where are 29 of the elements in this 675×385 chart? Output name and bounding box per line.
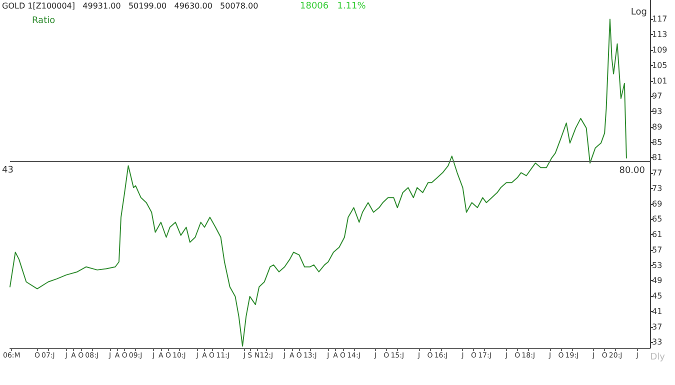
y-tick-label: 69 [652, 199, 662, 208]
annotation: 43 [2, 166, 14, 176]
y-tick-label: 113 [652, 30, 668, 40]
y-tick-label: 109 [652, 45, 668, 54]
y-tick-label: 85 [652, 138, 662, 147]
y-tick-label: 77 [652, 168, 662, 178]
annotation: Log [630, 8, 648, 18]
y-tick-label: 41 [652, 306, 662, 316]
y-tick-label: 117 [652, 14, 668, 24]
y-tick-label: 89 [652, 122, 662, 132]
y-tick-label: 97 [652, 92, 662, 101]
y-tick-label: 37 [652, 322, 662, 332]
y-tick-label: 81 [652, 153, 662, 162]
text: Ratio [32, 16, 56, 26]
annotation: 18006 1.11% [300, 2, 366, 12]
chart-title: GOLD 1[Z100004] 49931.00 50199.00 49630.00 50078.00 [2, 2, 258, 10]
y-tick-label: 73 [652, 184, 662, 193]
y-tick-label: 53 [652, 260, 662, 270]
y-tick-label: 101 [652, 76, 668, 86]
y-tick-label: 61 [652, 230, 662, 240]
ref-line-label: 80.00 [619, 166, 646, 176]
y-tick-label: 65 [652, 214, 662, 224]
y-tick-label: 105 [652, 60, 668, 70]
y-tick-label: 93 [652, 107, 662, 116]
y-tick-label: 33 [652, 338, 662, 347]
y-tick-label: 57 [652, 245, 662, 254]
y-tick-label: 45 [652, 292, 662, 301]
y-tick-label: 49 [652, 276, 662, 286]
text: Dly [650, 352, 666, 362]
